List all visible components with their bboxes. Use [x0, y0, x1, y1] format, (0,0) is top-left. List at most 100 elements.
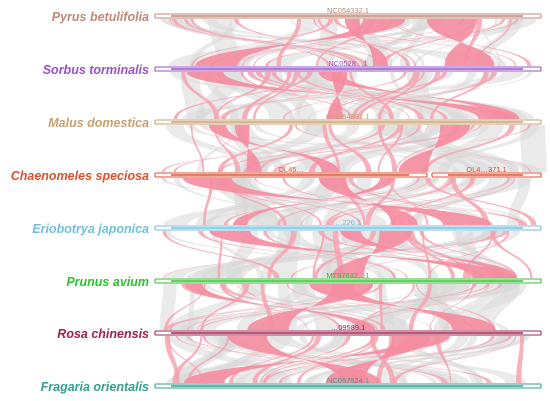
- background-link: [397, 336, 478, 383]
- background-link: [253, 125, 481, 172]
- collinear-link: [276, 19, 302, 66]
- background-link: [213, 336, 470, 383]
- background-link: [470, 284, 521, 330]
- collinear-link: [462, 231, 494, 278]
- inverted-collinear-block: [232, 178, 395, 225]
- background-link: [305, 72, 469, 119]
- collinear-link: [421, 231, 432, 278]
- collinear-link: [388, 178, 429, 225]
- collinear-link: [197, 284, 373, 330]
- accession-label: OL45…: [278, 165, 304, 174]
- collinear-link: [286, 284, 476, 330]
- collinear-link: [404, 231, 456, 278]
- background-link: [176, 336, 351, 383]
- collinear-link: [351, 284, 490, 330]
- species-label: Fragaria orientalis: [41, 380, 149, 394]
- inverted-collinear-block: [331, 231, 413, 278]
- collinear-link: [240, 231, 485, 278]
- background-link: [388, 19, 499, 66]
- background-link: [166, 336, 430, 383]
- species-label: Eriobotrya japonica: [32, 222, 149, 236]
- inverted-collinear-block: [209, 231, 514, 278]
- background-link: [196, 125, 240, 172]
- background-link: [520, 125, 547, 172]
- background-link: [229, 72, 337, 119]
- background-link: [203, 72, 239, 119]
- collinear-link: [333, 19, 517, 66]
- background-link: [266, 19, 538, 66]
- collinear-link: [172, 336, 203, 383]
- background-link: [189, 72, 466, 119]
- background-link: [173, 178, 283, 225]
- background-link: [363, 19, 422, 66]
- collinear-link: [356, 72, 441, 119]
- collinear-link: [429, 284, 474, 330]
- collinear-link: [203, 178, 214, 225]
- accession-label: MT97632…1: [326, 271, 369, 280]
- species-label: Prunus avium: [66, 275, 149, 289]
- collinear-link: [422, 125, 515, 172]
- collinear-link: [209, 19, 519, 66]
- collinear-link: [263, 336, 377, 383]
- collinear-link: [516, 336, 524, 383]
- background-link: [213, 231, 491, 278]
- collinear-link: [429, 72, 489, 119]
- background-link: [507, 178, 531, 225]
- background-link: [227, 231, 399, 278]
- background-link: [168, 19, 416, 66]
- collinear-link: [222, 178, 287, 225]
- inverted-collinear-block: [234, 125, 262, 172]
- background-link: [385, 336, 511, 383]
- collinear-link: [258, 125, 386, 172]
- collinear-link: [247, 72, 448, 119]
- collinear-link: [392, 336, 517, 383]
- species-label: Malus domestica: [48, 116, 149, 130]
- background-link: [437, 125, 540, 172]
- collinear-link: [175, 336, 448, 383]
- background-link: [238, 178, 486, 225]
- inverted-collinear-block: [182, 178, 493, 225]
- accession-label: NC054332.1: [327, 6, 369, 15]
- background-link: [374, 72, 495, 119]
- collinear-link: [348, 178, 456, 225]
- accession-label: NC0528…1: [328, 59, 367, 68]
- collinear-link: [235, 19, 465, 66]
- collinear-link: [283, 72, 447, 119]
- background-link: [208, 178, 343, 225]
- background-link: [312, 125, 472, 172]
- collinear-link: [296, 72, 424, 119]
- collinear-link: [313, 231, 377, 278]
- collinear-link: [322, 125, 341, 172]
- collinear-link: [241, 72, 292, 119]
- collinear-link: [254, 178, 524, 225]
- collinear-link: [308, 125, 403, 172]
- inverted-collinear-block: [185, 284, 376, 330]
- accession-label: NC057524.1: [327, 376, 369, 385]
- collinear-link: [163, 231, 509, 278]
- collinear-link: [262, 231, 396, 278]
- collinear-link: [217, 125, 294, 172]
- background-link: [181, 72, 525, 119]
- species-label: Rosa chinensis: [57, 327, 149, 341]
- background-link: [271, 336, 526, 383]
- collinear-link: [419, 231, 518, 278]
- collinear-link: [212, 125, 259, 172]
- accession-labels: NC054332.1 NC0528…1 MN984891.1 OL45… OL4…371…: [278, 6, 507, 385]
- collinear-link: [395, 125, 459, 172]
- background-link: [425, 125, 504, 172]
- collinear-link: [410, 231, 472, 278]
- collinear-link: [271, 72, 410, 119]
- chromosome-bars: [154, 13, 542, 389]
- background-link: [201, 178, 475, 225]
- background-link: [291, 284, 338, 330]
- collinear-link: [184, 19, 360, 66]
- background-link: [192, 231, 409, 278]
- background-link: [375, 231, 499, 278]
- collinear-link: [240, 72, 354, 119]
- collinear-link: [310, 125, 422, 172]
- collinear-link: [297, 336, 379, 383]
- species-label: Pyrus betulifolia: [52, 10, 149, 24]
- collinear-link: [186, 336, 230, 383]
- collinear-link: [490, 231, 533, 278]
- inverted-collinear-block: [340, 231, 518, 278]
